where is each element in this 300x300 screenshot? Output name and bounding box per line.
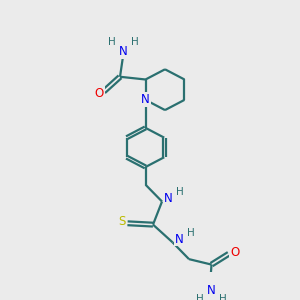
Text: H: H [108, 37, 116, 47]
Text: N: N [175, 232, 184, 245]
Text: O: O [94, 87, 103, 100]
Text: H: H [187, 228, 194, 238]
Text: N: N [118, 45, 127, 58]
Text: N: N [207, 284, 216, 297]
Text: H: H [196, 294, 203, 300]
Text: H: H [130, 37, 138, 47]
Text: H: H [176, 187, 183, 197]
Text: O: O [230, 246, 239, 259]
Text: N: N [164, 192, 173, 205]
Text: H: H [219, 294, 226, 300]
Text: S: S [118, 215, 125, 228]
Text: N: N [141, 93, 150, 106]
